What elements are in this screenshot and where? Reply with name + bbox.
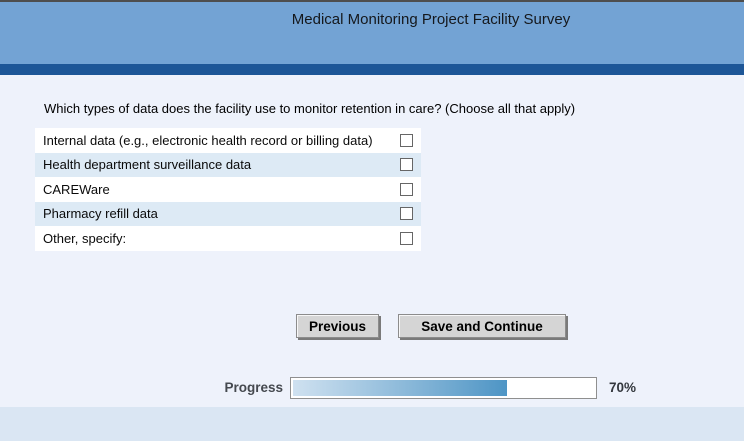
option-row: Internal data (e.g., electronic health r… bbox=[35, 128, 421, 153]
option-row: CAREWare bbox=[35, 177, 421, 202]
option-label: Pharmacy refill data bbox=[43, 206, 158, 222]
previous-button[interactable]: Previous bbox=[296, 314, 379, 338]
option-checkbox[interactable] bbox=[400, 158, 413, 172]
option-row: Pharmacy refill data bbox=[35, 201, 421, 226]
option-row: Other, specify: bbox=[35, 226, 421, 251]
header-divider-stripe bbox=[0, 64, 744, 75]
page-header: Medical Monitoring Project Facility Surv… bbox=[0, 2, 744, 64]
progress-fill bbox=[293, 380, 507, 396]
option-label: Other, specify: bbox=[43, 230, 127, 246]
page-title: Medical Monitoring Project Facility Surv… bbox=[291, 11, 571, 28]
save-and-continue-button[interactable]: Save and Continue bbox=[398, 314, 566, 338]
question-text: Which types of data does the facility us… bbox=[44, 101, 576, 116]
option-checkbox[interactable] bbox=[400, 231, 413, 245]
progress-label: Progress bbox=[224, 380, 283, 395]
footer-band bbox=[0, 407, 744, 441]
option-label: Internal data (e.g., electronic health r… bbox=[43, 132, 373, 148]
top-border-line bbox=[0, 0, 744, 2]
option-checkbox[interactable] bbox=[400, 133, 413, 147]
option-row: Health department surveillance data bbox=[35, 152, 421, 177]
progress-bar bbox=[290, 377, 597, 399]
option-checkbox[interactable] bbox=[400, 207, 413, 221]
option-label: Health department surveillance data bbox=[43, 157, 252, 173]
option-checkbox[interactable] bbox=[400, 182, 413, 196]
options-table: Internal data (e.g., electronic health r… bbox=[35, 128, 421, 251]
option-label: CAREWare bbox=[43, 181, 110, 197]
progress-percent: 70% bbox=[609, 380, 637, 395]
